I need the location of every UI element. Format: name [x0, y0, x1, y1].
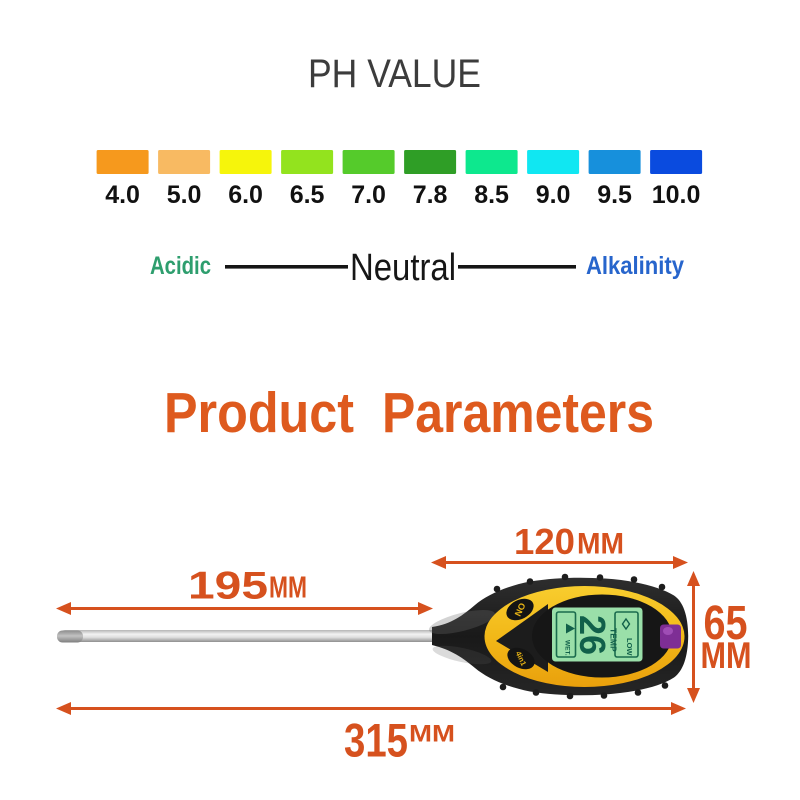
- svg-text:Parameters: Parameters: [382, 381, 654, 445]
- svg-text:315: 315: [344, 714, 408, 767]
- svg-text:MM: MM: [269, 570, 307, 605]
- svg-text:MM: MM: [577, 528, 624, 561]
- svg-text:MM: MM: [701, 635, 752, 676]
- svg-text:Neutral: Neutral: [350, 247, 456, 289]
- svg-text:WET.: WET.: [564, 640, 571, 656]
- svg-text:6.5: 6.5: [290, 181, 325, 209]
- svg-text:Alkalinity: Alkalinity: [586, 252, 684, 280]
- svg-text:7.0: 7.0: [351, 181, 386, 209]
- svg-text:MM: MM: [409, 721, 455, 748]
- svg-text:TEMP: TEMP: [609, 628, 619, 652]
- svg-text:65: 65: [704, 597, 748, 650]
- svg-text:9.0: 9.0: [536, 181, 571, 209]
- svg-text:120: 120: [514, 521, 575, 562]
- svg-text:5.0: 5.0: [167, 181, 202, 209]
- svg-text:26: 26: [572, 615, 613, 655]
- svg-text:6.0: 6.0: [228, 181, 263, 209]
- svg-text:7.8: 7.8: [413, 181, 448, 209]
- svg-text:8.5: 8.5: [474, 181, 509, 209]
- svg-text:LOW: LOW: [625, 638, 634, 656]
- svg-text:195: 195: [188, 565, 268, 608]
- svg-text:9.5: 9.5: [597, 181, 632, 209]
- svg-text:4.0: 4.0: [105, 181, 140, 209]
- svg-text:Acidic: Acidic: [150, 252, 211, 280]
- svg-text:PH VALUE: PH VALUE: [308, 52, 481, 96]
- svg-text:Product: Product: [164, 381, 354, 445]
- svg-text:10.0: 10.0: [652, 181, 701, 209]
